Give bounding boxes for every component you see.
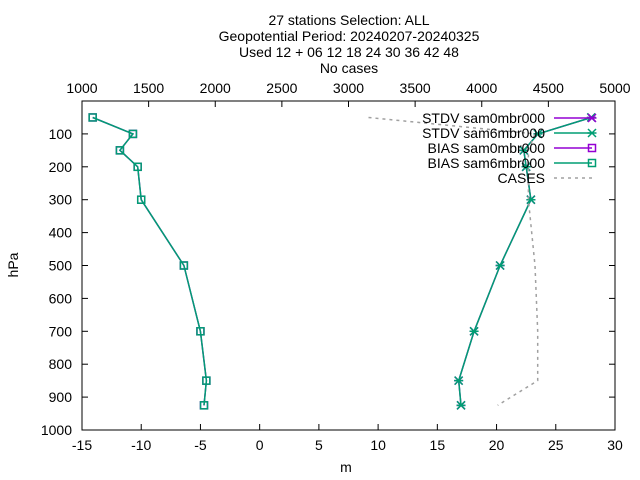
series-cases [368, 116, 539, 406]
data-point [454, 376, 464, 386]
data-point [533, 129, 543, 139]
chart-title-line-4: No cases [320, 60, 378, 76]
x-tick-label: 10 [370, 437, 386, 453]
data-point [587, 143, 597, 153]
x2-tick-label: 1500 [133, 80, 164, 96]
series-bias-sam0mbr000 [88, 113, 211, 410]
series-bias-sam6mbr000 [88, 113, 211, 410]
y-tick-label: 400 [49, 225, 73, 241]
x-tick-label: 0 [256, 437, 264, 453]
series-line [92, 116, 208, 406]
chart-title: 27 stations Selection: ALL Geopotential … [219, 12, 480, 76]
data-point [587, 128, 597, 138]
legend-label: STDV sam0mbr000 [422, 110, 545, 126]
x2-tick-label: 3500 [400, 80, 431, 96]
y-tick-label: 800 [49, 356, 73, 372]
data-point [136, 195, 146, 204]
data-point [115, 146, 125, 155]
series-stdv-sam6mbr000 [454, 112, 596, 410]
data-point [196, 327, 205, 336]
legend-label: BIAS sam6mbr000 [428, 155, 546, 171]
y-tick-label: 700 [49, 323, 73, 339]
y-axis-label: hPa [5, 252, 21, 277]
data-point [179, 261, 189, 270]
x-tick-label: 25 [548, 437, 564, 453]
chart-title-line-3: Used 12 + 06 12 18 24 30 36 42 48 [239, 44, 459, 60]
x2-tick-label: 2500 [266, 80, 297, 96]
data-point [587, 158, 597, 168]
x-tick-label: -10 [131, 437, 151, 453]
x-axis-label: m [340, 459, 352, 475]
series-lines [88, 112, 596, 410]
y-tick-label: 500 [49, 258, 73, 274]
y-tick-label: 300 [49, 192, 73, 208]
legend-label: BIAS sam0mbr000 [428, 140, 546, 156]
chart-title-line-2: Geopotential Period: 20240207-20240325 [219, 28, 480, 44]
x-tick-label: 20 [489, 437, 505, 453]
series-line [368, 116, 539, 406]
x2-tick-label: 2000 [200, 80, 231, 96]
y-tick-label: 900 [49, 389, 73, 405]
x-tick-label: 5 [315, 437, 323, 453]
series-line [92, 116, 208, 406]
data-point [469, 326, 479, 336]
data-point [495, 260, 505, 271]
x2-tick-label: 1000 [66, 80, 97, 96]
legend-label: CASES [498, 170, 545, 186]
data-point [587, 113, 597, 123]
data-point [202, 376, 211, 385]
y-tick-label: 600 [49, 290, 73, 306]
y-tick-label: 200 [49, 159, 73, 175]
x2-tick-label: 5000 [599, 80, 630, 96]
x2-tick-label: 3000 [333, 80, 364, 96]
y-tick-label: 1000 [41, 422, 72, 438]
x2-tick-label: 4000 [466, 80, 497, 96]
chart-title-line-1: 27 stations Selection: ALL [268, 12, 429, 28]
data-point [456, 400, 466, 410]
x-tick-label: 15 [430, 437, 446, 453]
axis-ticks: -15 -10 -5 0 5 10 15 20 25 30 1000 1500 2000 2500 3000… [41, 80, 631, 453]
x-tick-label: 30 [607, 437, 623, 453]
data-point [88, 113, 97, 122]
data-point [128, 129, 138, 139]
data-point [133, 162, 142, 172]
x2-tick-label: 4500 [533, 80, 564, 96]
data-point [88, 113, 97, 122]
x-tick-label: -5 [194, 437, 207, 453]
y-tick-label: 100 [49, 126, 73, 142]
x-tick-label: -15 [72, 437, 92, 453]
data-point [519, 145, 529, 155]
data-point [199, 401, 209, 410]
legend-label: STDV sam6mbr000 [422, 125, 545, 141]
